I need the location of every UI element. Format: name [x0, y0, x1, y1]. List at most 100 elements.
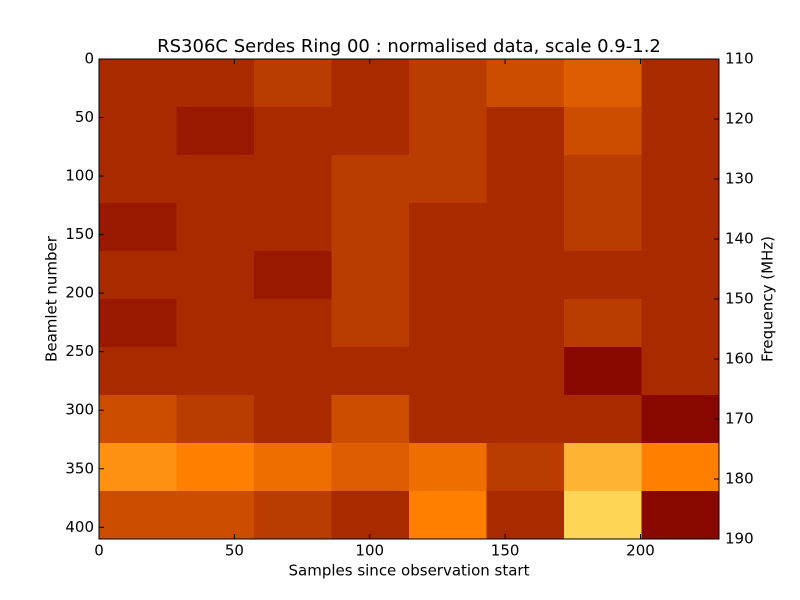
heatmap-cell: [176, 155, 255, 204]
heatmap-cell: [176, 107, 255, 156]
heatmap-cell: [409, 443, 487, 492]
y-tick-label: 350: [65, 459, 94, 477]
heatmap-cell: [486, 395, 565, 444]
heatmap-cell: [641, 299, 720, 348]
heatmap-cell: [254, 299, 332, 348]
heatmap-cell: [641, 203, 720, 252]
heatmap-cell: [409, 347, 487, 396]
heatmap-cell: [176, 347, 255, 396]
heatmap-cell: [486, 251, 565, 300]
heatmap-cell: [331, 299, 410, 348]
x-tick-label: 100: [355, 542, 384, 560]
heatmap-cell: [254, 107, 332, 156]
heatmap-cell: [409, 59, 487, 108]
heatmap-cell: [99, 395, 177, 444]
heatmap-cell: [641, 107, 720, 156]
y-tick-label: 50: [75, 108, 94, 126]
heatmap-cell: [486, 107, 565, 156]
heatmap-cell: [254, 491, 332, 540]
heatmap-cell: [99, 59, 177, 108]
heatmap-cell: [176, 251, 255, 300]
heatmap-cell: [254, 203, 332, 252]
heatmap-cell: [176, 203, 255, 252]
heatmap-cell: [99, 251, 177, 300]
y2-tick-label: 190: [725, 530, 754, 548]
heatmap-cell: [486, 347, 565, 396]
y2-tick-label: 180: [725, 470, 754, 488]
heatmap-cell: [331, 59, 410, 108]
y-tick-label: 100: [65, 167, 94, 185]
heatmap-cell: [176, 395, 255, 444]
heatmap-cell: [331, 251, 410, 300]
heatmap-cell: [409, 107, 487, 156]
y-tick-label: 250: [65, 342, 94, 360]
heatmap-cell: [486, 443, 565, 492]
heatmap-cell: [641, 251, 720, 300]
y-tick-label: 150: [65, 225, 94, 243]
y2-tick-label: 110: [725, 50, 754, 68]
x-tick-label: 150: [491, 542, 520, 560]
heatmap-cell: [564, 203, 642, 252]
y2-tick-label: 160: [725, 350, 754, 368]
y2-tick-label: 170: [725, 410, 754, 428]
heatmap-cell: [99, 299, 177, 348]
heatmap-cell: [254, 155, 332, 204]
heatmap-cell: [641, 395, 720, 444]
heatmap-cell: [564, 491, 642, 540]
y-tick-label: 0: [84, 50, 94, 68]
y2-tick-label: 120: [725, 110, 754, 128]
y2-tick-label: 150: [725, 290, 754, 308]
heatmap-cell: [564, 251, 642, 300]
heatmap-cell: [99, 107, 177, 156]
heatmap-cell: [564, 347, 642, 396]
heatmap-cell: [409, 299, 487, 348]
heatmap-cell: [254, 395, 332, 444]
heatmap-cell: [564, 443, 642, 492]
heatmap-cell: [641, 491, 720, 540]
heatmap-cell: [409, 251, 487, 300]
heatmap-cell: [176, 59, 255, 108]
y2-tick-label: 140: [725, 230, 754, 248]
heatmap-cell: [486, 491, 565, 540]
heatmap-cell: [409, 491, 487, 540]
y2-tick-label: 130: [725, 170, 754, 188]
heatmap-cell: [254, 59, 332, 108]
heatmap-cell: [176, 491, 255, 540]
chart-title: RS306C Serdes Ring 00 : normalised data,…: [157, 36, 661, 57]
x-tick-label: 50: [225, 542, 244, 560]
heatmap-cell: [176, 299, 255, 348]
heatmap-cell: [564, 107, 642, 156]
heatmap-cell: [99, 203, 177, 252]
heatmap-cell: [331, 203, 410, 252]
x-tick-label: 200: [626, 542, 655, 560]
heatmap-cell: [486, 203, 565, 252]
heatmap-cell: [641, 443, 720, 492]
heatmap-cell: [331, 155, 410, 204]
heatmap-cell: [641, 59, 720, 108]
heatmap-cell: [564, 395, 642, 444]
heatmap-cell: [99, 155, 177, 204]
heatmap-cell: [254, 347, 332, 396]
heatmap-cell: [486, 155, 565, 204]
x-axis-label: Samples since observation start: [289, 562, 530, 580]
heatmap-cell: [99, 443, 177, 492]
heatmap-cell: [486, 59, 565, 108]
heatmap-cell: [176, 443, 255, 492]
heatmap-cell: [409, 155, 487, 204]
heatmap-cell: [99, 347, 177, 396]
heatmap-cell: [331, 347, 410, 396]
heatmap-cell: [564, 299, 642, 348]
heatmap-cell: [641, 155, 720, 204]
y2-axis-label: Frequency (MHz): [759, 236, 777, 362]
heatmap-cell: [99, 491, 177, 540]
heatmap-cell: [331, 395, 410, 444]
y-tick-label: 400: [65, 518, 94, 536]
heatmap-cell: [331, 443, 410, 492]
heatmap-cell: [564, 59, 642, 108]
heatmap-cell: [564, 155, 642, 204]
heatmap-cell: [331, 107, 410, 156]
y-tick-label: 300: [65, 401, 94, 419]
heatmap-cell: [254, 443, 332, 492]
y-tick-label: 200: [65, 284, 94, 302]
